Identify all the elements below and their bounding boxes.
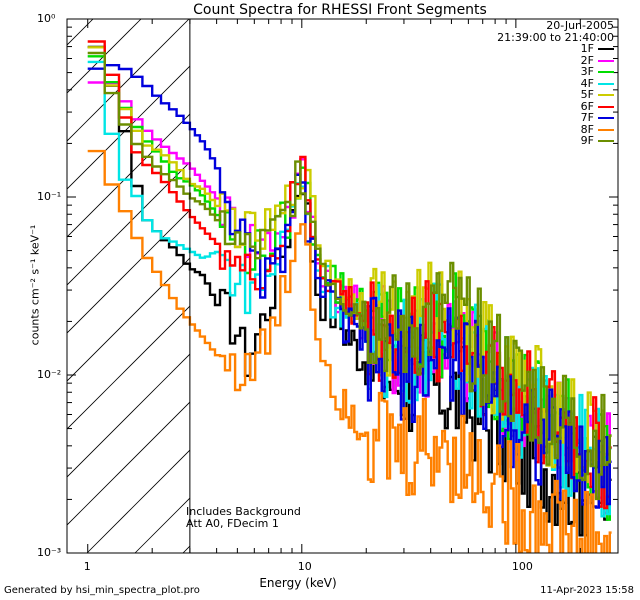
legend-swatch bbox=[598, 128, 614, 131]
hatch-line bbox=[615, 0, 640, 553]
legend-date: 20-Jun-2005 bbox=[546, 19, 614, 32]
hatch-line bbox=[86, 449, 190, 553]
hatch-line bbox=[67, 65, 190, 190]
series-layer bbox=[87, 40, 612, 553]
hatch-line bbox=[67, 19, 190, 142]
hatch-line bbox=[67, 161, 190, 286]
hatched-region bbox=[0, 0, 640, 553]
axis-ticks bbox=[67, 18, 619, 554]
legend-entry: 1F bbox=[497, 43, 614, 55]
y-tick-label: 10⁰ bbox=[37, 12, 56, 25]
chart-title: Count Spectra for RHESSI Front Segments bbox=[193, 2, 487, 18]
legend-label: 2F bbox=[580, 53, 594, 67]
annotation-background: Includes Background bbox=[186, 505, 301, 518]
x-tick-label: 1 bbox=[83, 560, 91, 573]
hatch-line bbox=[67, 401, 190, 526]
legend-swatch bbox=[598, 71, 614, 73]
hatch-line bbox=[67, 113, 190, 238]
series-9F bbox=[87, 51, 612, 501]
legend-label: 4F bbox=[580, 76, 594, 90]
plot-frame bbox=[66, 18, 619, 554]
footer-generated-by: Generated by hsi_min_spectra_plot.pro bbox=[4, 585, 200, 596]
y-tick-label: 10⁻² bbox=[37, 368, 62, 381]
hatch-line bbox=[67, 19, 94, 46]
y-tick-label: 10⁻¹ bbox=[37, 190, 62, 203]
legend-swatch bbox=[598, 94, 614, 96]
hatch-line bbox=[67, 353, 190, 478]
legend-swatch bbox=[598, 117, 614, 119]
legend-entry: 4F bbox=[497, 76, 614, 90]
y-axis-label: counts cm⁻² s⁻¹ keV⁻¹ bbox=[28, 224, 42, 346]
series-8F bbox=[87, 149, 612, 553]
legend-label: 8F bbox=[580, 122, 594, 136]
legend-swatch bbox=[598, 48, 614, 50]
hatch-line bbox=[67, 19, 142, 94]
legend-time-range: 21:39:00 to 21:40:00 bbox=[497, 30, 614, 44]
footer-timestamp: 11-Apr-2023 15:58 bbox=[540, 585, 634, 596]
legend-label: 3F bbox=[580, 65, 594, 78]
legend-label: 1F bbox=[580, 42, 594, 55]
series-6F bbox=[87, 40, 612, 510]
legend-swatch bbox=[598, 140, 614, 142]
legend-label: 7F bbox=[580, 111, 594, 124]
legend-swatch bbox=[598, 59, 614, 62]
annotation-attenuator: Att A0, FDecim 1 bbox=[186, 517, 279, 530]
legend-label: 5F bbox=[580, 88, 594, 101]
legend: 20-Jun-2005 21:39:00 to 21:40:00 1F 2F 3F 4… bbox=[497, 20, 614, 147]
hatch-line bbox=[0, 0, 15, 553]
legend-swatch bbox=[598, 82, 614, 85]
legend-entry: 7F bbox=[497, 112, 614, 124]
legend-entry: 6F bbox=[497, 99, 614, 113]
plot-border bbox=[66, 18, 619, 554]
annotation-box: Includes Background Att A0, FDecim 1 bbox=[186, 506, 301, 530]
series-1F bbox=[87, 45, 612, 537]
legend-entry: 9F bbox=[497, 135, 614, 147]
legend-entry: 2F bbox=[497, 53, 614, 67]
legend-swatch bbox=[598, 105, 614, 108]
legend-label: 6F bbox=[580, 99, 594, 113]
legend-entry: 8F bbox=[497, 122, 614, 136]
x-axis-label: Energy (keV) bbox=[259, 576, 337, 590]
legend-entry: 3F bbox=[497, 66, 614, 78]
x-tick-label: 10 bbox=[297, 560, 312, 573]
hatch-line bbox=[67, 209, 190, 334]
legend-entry: 5F bbox=[497, 89, 614, 101]
x-tick-label: 100 bbox=[511, 560, 533, 573]
y-tick-label: 10⁻³ bbox=[37, 546, 62, 559]
legend-label: 9F bbox=[580, 134, 594, 147]
legend-entries: 1F 2F 3F 4F 5F 6F 7F 8F 9F bbox=[497, 43, 614, 147]
